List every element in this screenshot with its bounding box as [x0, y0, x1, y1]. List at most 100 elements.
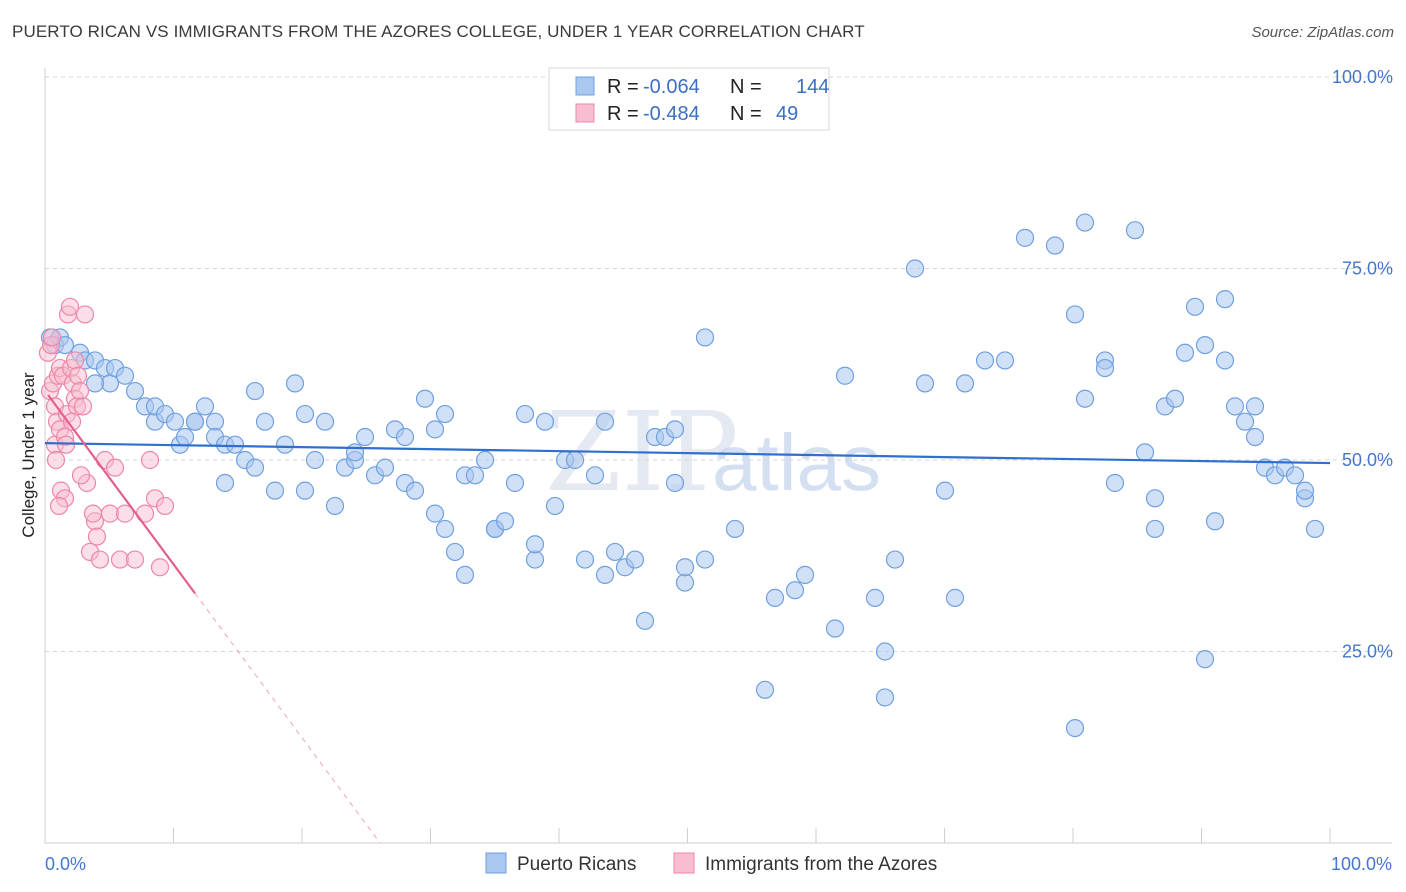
data-point-puerto-ricans: [125, 381, 145, 401]
data-point-puerto-ricans: [505, 473, 525, 493]
data-point-puerto-ricans: [495, 512, 515, 531]
data-point-puerto-ricans: [245, 381, 265, 401]
data-point-puerto-ricans: [205, 412, 225, 431]
data-point-azores: [42, 328, 62, 347]
data-point-puerto-ricans: [865, 588, 885, 607]
data-point-puerto-ricans: [605, 542, 625, 562]
data-point-azores: [150, 558, 170, 577]
data-point-puerto-ricans: [695, 328, 715, 347]
chart-title: PUERTO RICAN VS IMMIGRANTS FROM THE AZOR…: [12, 22, 865, 41]
data-point-puerto-ricans: [1195, 650, 1215, 669]
data-point-puerto-ricans: [185, 412, 205, 431]
data-point-puerto-ricans: [425, 504, 445, 523]
data-point-puerto-ricans: [1065, 718, 1085, 738]
data-point-puerto-ricans: [995, 351, 1015, 370]
data-point-puerto-ricans: [475, 450, 495, 470]
data-point-puerto-ricans: [935, 481, 955, 500]
data-point-puerto-ricans: [545, 496, 565, 516]
data-point-puerto-ricans: [415, 389, 435, 408]
data-point-puerto-ricans: [525, 550, 545, 569]
y-tick-label: 50.0%: [1342, 450, 1393, 470]
data-point-puerto-ricans: [595, 565, 615, 585]
gridlines: [45, 76, 1392, 652]
data-point-puerto-ricans: [905, 259, 925, 278]
data-point-puerto-ricans: [665, 420, 685, 439]
data-point-puerto-ricans: [635, 611, 655, 630]
tick-labels: 25.0% 50.0% 75.0% 100.0% 0.0% 100.0%: [45, 67, 1393, 874]
data-point-puerto-ricans: [435, 519, 455, 539]
data-point-puerto-ricans: [1195, 336, 1215, 355]
data-point-puerto-ricans: [285, 374, 305, 393]
data-point-azores: [46, 450, 66, 470]
data-point-puerto-ricans: [1245, 397, 1265, 416]
data-point-puerto-ricans: [1215, 290, 1235, 309]
data-point-puerto-ricans: [825, 619, 845, 638]
data-point-puerto-ricans: [1145, 519, 1165, 539]
data-point-puerto-ricans: [565, 450, 585, 470]
data-point-azores: [73, 397, 93, 416]
data-point-puerto-ricans: [955, 374, 975, 393]
bottom-legend-swatch-pink: [673, 852, 695, 874]
data-point-puerto-ricans: [875, 642, 895, 661]
data-point-puerto-ricans: [675, 573, 695, 592]
data-point-puerto-ricans: [465, 466, 485, 485]
data-point-puerto-ricans: [405, 481, 425, 500]
data-point-puerto-ricans: [915, 374, 935, 393]
legend-r-label-1: R =: [607, 76, 639, 98]
data-point-azores: [140, 450, 160, 470]
trend-line-azores-extension: [194, 592, 381, 844]
bottom-legend-swatch-blue: [485, 852, 507, 874]
data-point-puerto-ricans: [795, 565, 815, 585]
data-point-azores: [62, 412, 82, 431]
data-point-puerto-ricans: [215, 473, 235, 493]
data-point-azores: [115, 504, 135, 523]
data-point-puerto-ricans: [1065, 305, 1085, 324]
x-tick-label: 0.0%: [45, 854, 86, 874]
data-point-azores: [65, 351, 85, 370]
legend-box: R = -0.064 N = 144 R = -0.484 N = 49: [548, 67, 830, 131]
data-point-puerto-ricans: [885, 550, 905, 569]
chart-source: Source: ZipAtlas.com: [1251, 24, 1394, 41]
data-point-puerto-ricans: [515, 404, 535, 424]
data-point-puerto-ricans: [1185, 297, 1205, 316]
bottom-legend-label-2: Immigrants from the Azores: [705, 854, 937, 875]
data-point-puerto-ricans: [725, 519, 745, 539]
data-point-puerto-ricans: [875, 688, 895, 707]
data-point-puerto-ricans: [1125, 221, 1145, 240]
data-point-azores: [68, 366, 88, 385]
data-point-azores: [155, 496, 175, 516]
data-point-puerto-ricans: [455, 565, 475, 585]
y-tick-label: 75.0%: [1342, 259, 1393, 279]
trend-lines: [44, 394, 1331, 844]
legend-r-value-2: -0.484: [643, 103, 700, 125]
legend-n-label-1: N =: [730, 76, 762, 98]
legend-r-label-2: R =: [607, 103, 639, 125]
data-point-azores: [75, 305, 95, 324]
data-point-puerto-ricans: [1205, 512, 1225, 531]
axes: [44, 68, 1392, 844]
data-point-puerto-ricans: [665, 473, 685, 493]
data-point-puerto-ricans: [395, 427, 415, 447]
data-point-puerto-ricans: [1165, 389, 1185, 408]
data-point-puerto-ricans: [1305, 519, 1325, 539]
trend-line-azores: [47, 394, 196, 594]
data-point-puerto-ricans: [435, 404, 455, 424]
y-tick-label: 25.0%: [1342, 642, 1393, 662]
data-point-puerto-ricans: [695, 550, 715, 569]
legend-swatch-blue: [575, 76, 595, 96]
legend-swatch-pink: [575, 103, 595, 123]
legend-r-value-1: -0.064: [643, 76, 700, 98]
data-point-puerto-ricans: [1105, 473, 1125, 493]
data-point-puerto-ricans: [595, 412, 615, 431]
data-point-puerto-ricans: [785, 581, 805, 600]
data-point-puerto-ricans: [325, 496, 345, 516]
data-point-puerto-ricans: [165, 412, 185, 431]
data-point-puerto-ricans: [835, 366, 855, 385]
data-point-azores: [56, 435, 76, 454]
data-point-puerto-ricans: [525, 535, 545, 554]
data-point-puerto-ricans: [375, 458, 395, 477]
data-point-puerto-ricans: [115, 366, 135, 385]
data-point-puerto-ricans: [1175, 343, 1195, 362]
data-point-azores: [71, 466, 91, 485]
data-point-puerto-ricans: [575, 550, 595, 569]
